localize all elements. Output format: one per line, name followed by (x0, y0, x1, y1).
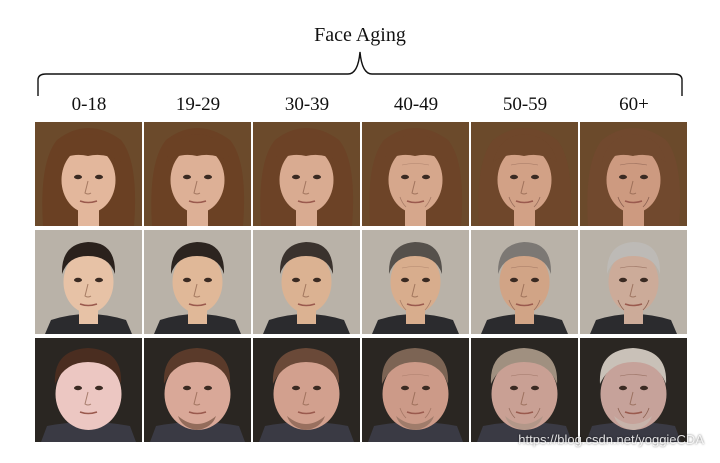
age-label-0-18: 0-18 (71, 94, 107, 115)
face-1-30-39 (253, 122, 360, 226)
watermark: https://blog.csdn.net/yoggieCDA (518, 432, 704, 447)
face-2-30-39 (253, 230, 360, 334)
age-label-30-39: 30-39 (284, 94, 330, 115)
face-2-40-49 (362, 230, 469, 334)
age-label-50-59: 50-59 (502, 94, 548, 115)
face-1-19-29 (144, 122, 251, 226)
face-3-0-18 (35, 338, 142, 442)
face-1-0-18 (35, 122, 142, 226)
face-2-50-59 (471, 230, 578, 334)
face-2-19-29 (144, 230, 251, 334)
face-1-60-plus (580, 122, 687, 226)
face-3-30-39 (253, 338, 360, 442)
face-1-50-59 (471, 122, 578, 226)
face-2-60-plus (580, 230, 687, 334)
face-3-60-plus (580, 338, 687, 442)
face-3-19-29 (144, 338, 251, 442)
face-1-40-49 (362, 122, 469, 226)
face-2-0-18 (35, 230, 142, 334)
face-3-40-49 (362, 338, 469, 442)
age-label-60-plus: 60+ (619, 94, 649, 115)
age-range-brace (37, 51, 683, 96)
face-3-50-59 (471, 338, 578, 442)
age-label-19-29: 19-29 (175, 94, 221, 115)
figure-title: Face Aging (314, 24, 406, 46)
age-label-40-49: 40-49 (393, 94, 439, 115)
